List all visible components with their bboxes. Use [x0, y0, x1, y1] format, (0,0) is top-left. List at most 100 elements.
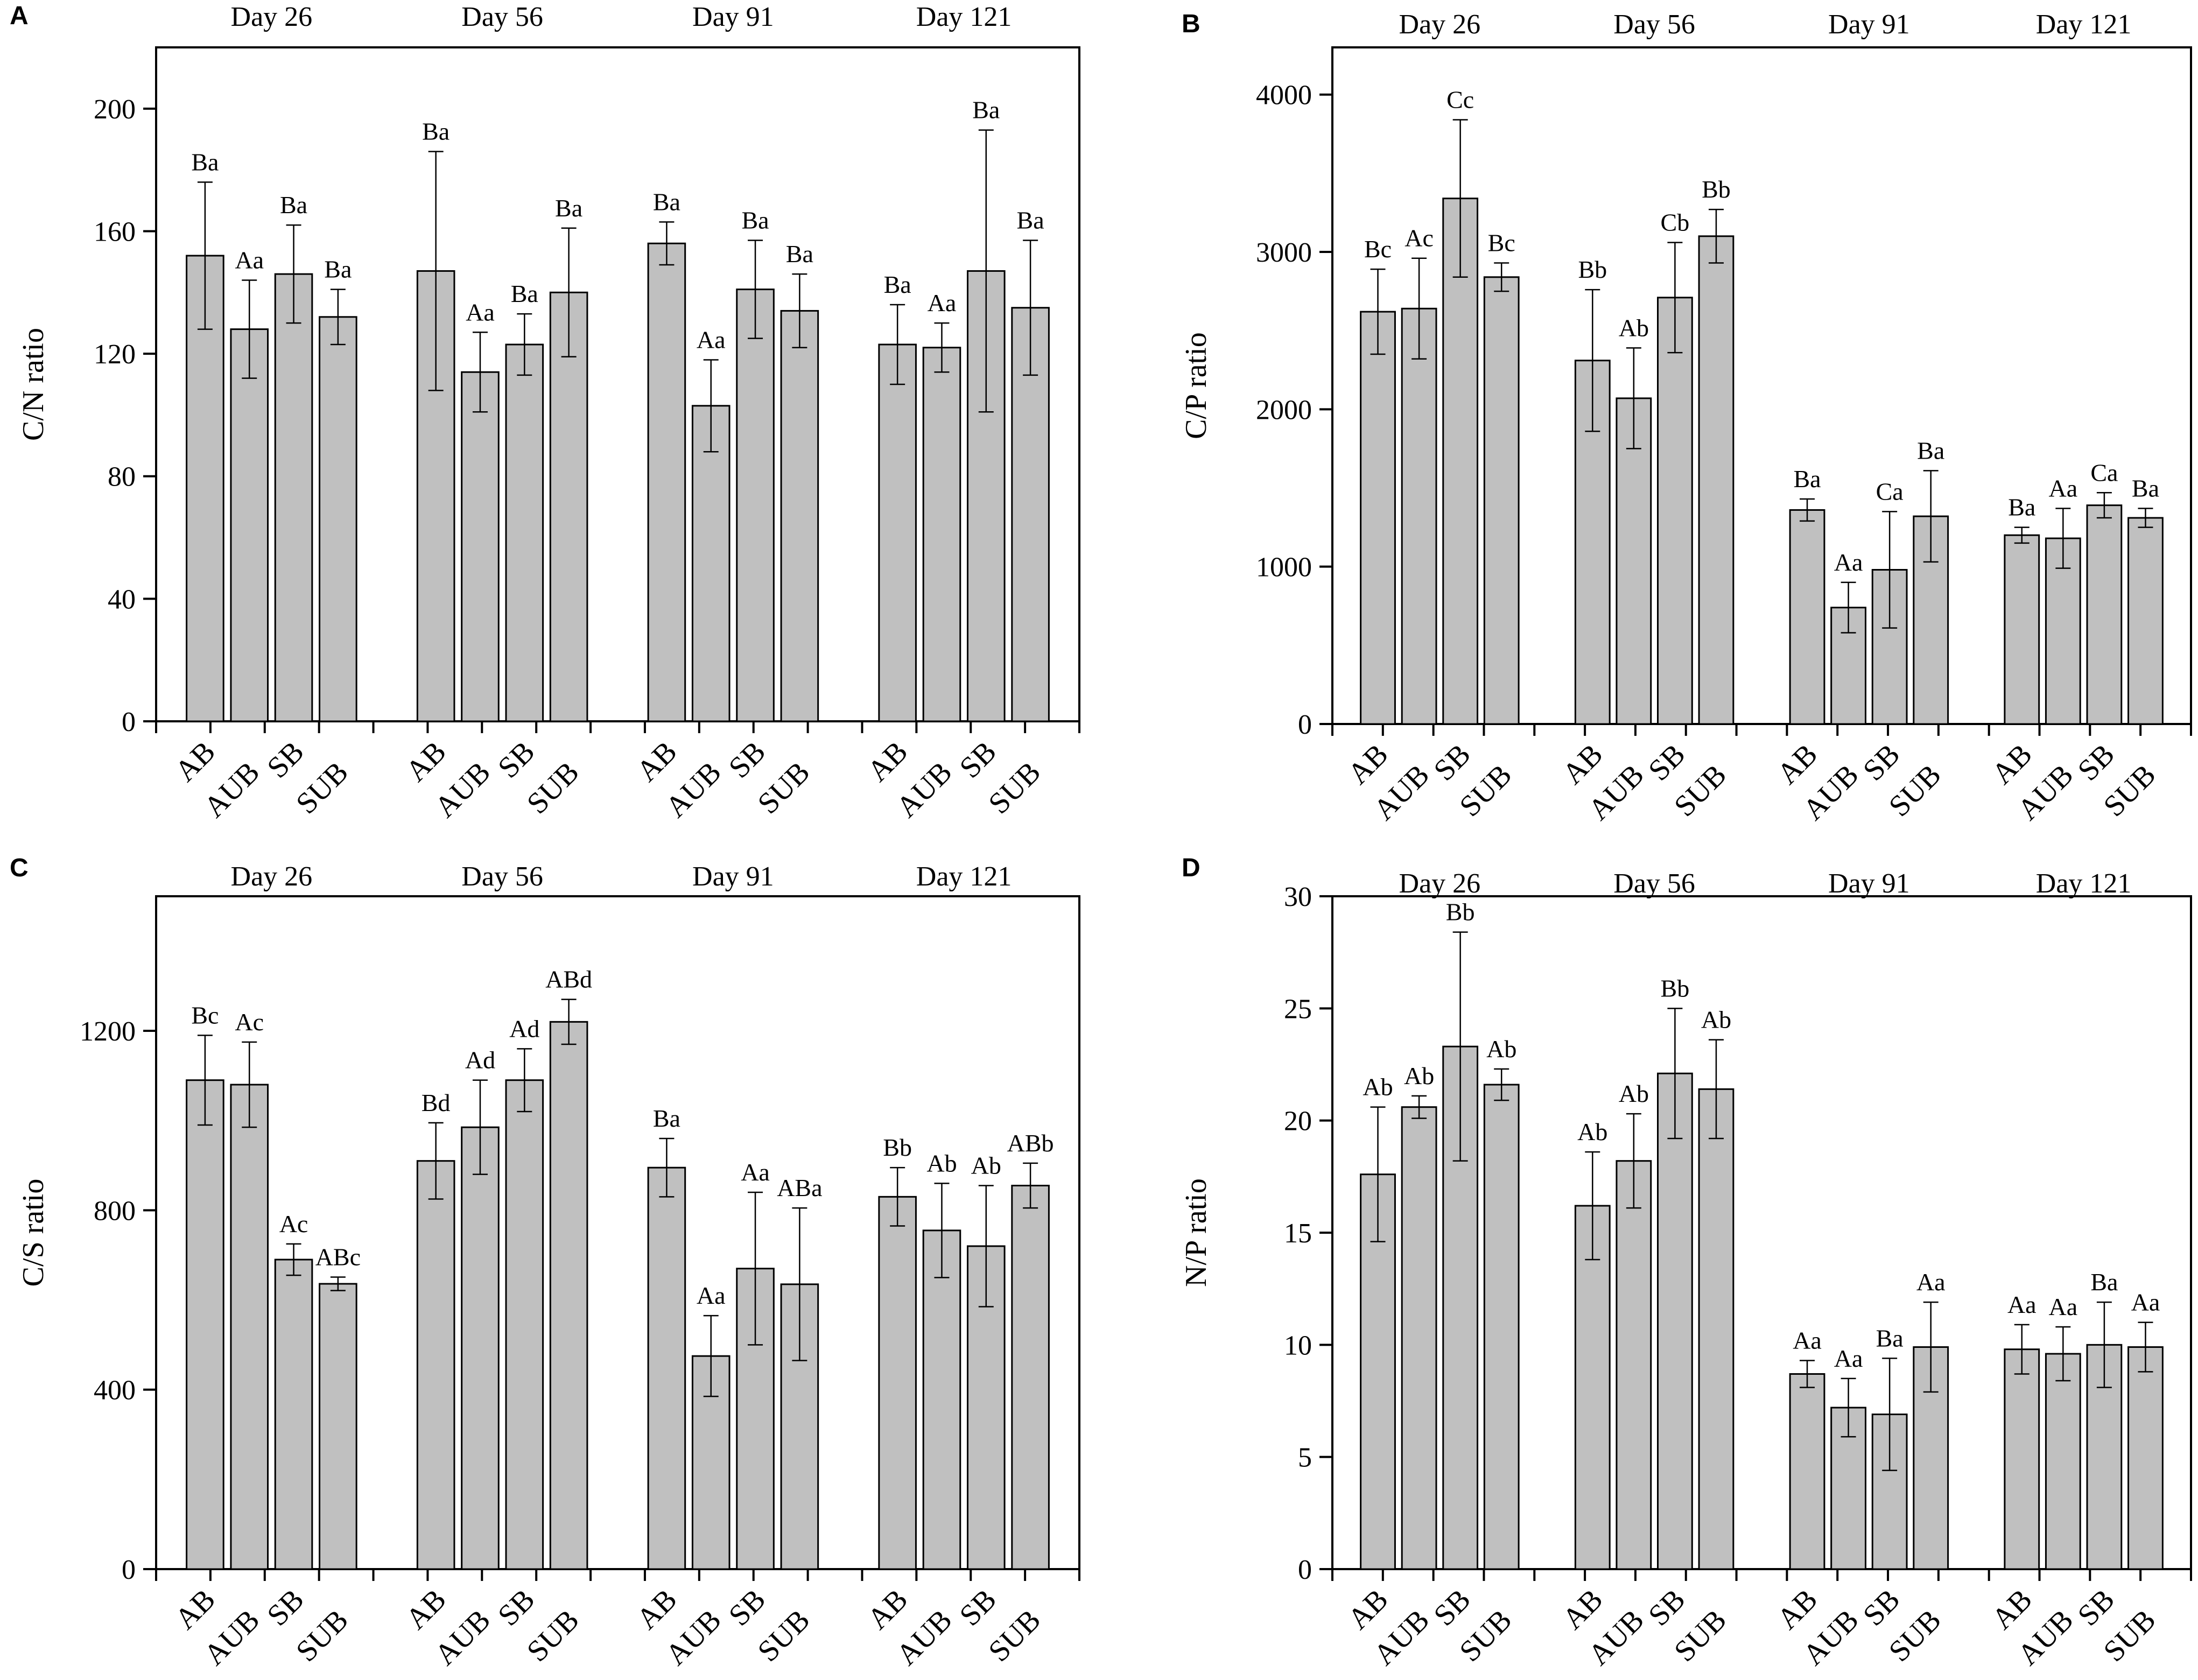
bar — [647, 1166, 686, 1570]
significance-label: Ab — [1619, 1080, 1649, 1107]
bar — [186, 255, 224, 722]
significance-label: Ba — [884, 271, 911, 298]
x-category-label: SB — [953, 1583, 1003, 1632]
bar — [647, 242, 686, 722]
significance-label: Ba — [2090, 1268, 2118, 1296]
significance-label: Ac — [235, 1008, 264, 1036]
bar — [1574, 1205, 1611, 1570]
significance-label: Aa — [697, 1282, 726, 1309]
bar — [1360, 311, 1396, 725]
group-label-day: Day 121 — [2036, 9, 2132, 40]
significance-label: Ab — [1363, 1073, 1393, 1101]
significance-label: Ba — [1793, 465, 1821, 493]
group-label-day: Day 121 — [2036, 868, 2132, 899]
y-tick-label: 800 — [94, 1196, 136, 1226]
x-category-label: AB — [399, 735, 453, 788]
x-category-label: AB — [1985, 737, 2039, 791]
bar — [1442, 198, 1479, 725]
bar — [780, 310, 819, 722]
group-label-day: Day 91 — [1828, 868, 1910, 899]
y-tick-label: 80 — [108, 462, 136, 493]
significance-label: Ac — [279, 1210, 308, 1238]
significance-label: Ba — [972, 96, 1000, 124]
y-tick-label: 5 — [1298, 1443, 1312, 1473]
y-axis-label: C/P ratio — [1179, 332, 1213, 439]
y-axis-label: C/N ratio — [17, 328, 50, 441]
group-label-day: Day 91 — [1828, 9, 1910, 40]
bar — [922, 347, 961, 722]
bar — [1616, 1160, 1652, 1570]
group-label-day: Day 121 — [916, 861, 1012, 892]
x-category-label: SB — [722, 735, 772, 784]
x-category-label: SB — [491, 1583, 541, 1632]
panel-b: B C/P ratio 0 1000 2000 3000 4000 Day 26 Bc AB Ac A… — [1179, 9, 2192, 827]
plot-frame — [155, 46, 1080, 722]
bar — [1401, 307, 1437, 725]
x-category-label: AB — [1556, 737, 1610, 791]
x-category-label: AB — [168, 735, 222, 788]
panel-letter: B — [1182, 10, 1200, 38]
panel-letter: D — [1182, 854, 1200, 882]
x-category-label: SB — [261, 735, 310, 784]
bar — [1698, 235, 1734, 725]
y-tick-label: 0 — [122, 1555, 136, 1585]
significance-label: Bb — [1446, 898, 1475, 926]
x-category-label: AB — [1342, 1583, 1395, 1636]
significance-label: Aa — [466, 298, 495, 326]
bar — [878, 343, 917, 722]
significance-label: Ad — [465, 1046, 495, 1074]
group-label-day: Day 26 — [231, 2, 313, 32]
bar — [2127, 1346, 2164, 1570]
bar — [1483, 276, 1520, 725]
y-tick-label: 200 — [94, 94, 136, 125]
significance-label: Ba — [280, 191, 307, 219]
y-axis-label: N/P ratio — [1179, 1178, 1213, 1287]
significance-label: ABb — [1007, 1129, 1054, 1157]
significance-label: Aa — [1834, 1345, 1863, 1372]
x-category-label: AB — [399, 1583, 453, 1636]
significance-label: Bb — [1578, 256, 1607, 283]
x-category-label: AB — [630, 735, 684, 788]
significance-label: Bc — [1364, 235, 1392, 263]
significance-label: Ba — [741, 207, 769, 234]
bar — [2127, 517, 2164, 725]
x-category-label: SB — [1428, 1583, 1477, 1632]
x-category-label: AB — [1342, 737, 1395, 791]
significance-label: Bc — [1488, 229, 1515, 256]
group-label-day: Day 26 — [1399, 868, 1481, 899]
significance-label: Ba — [511, 280, 538, 307]
x-category-label: AB — [1771, 1583, 1824, 1636]
bar — [274, 1259, 313, 1570]
significance-label: Ad — [509, 1015, 539, 1042]
y-tick-label: 0 — [1298, 709, 1312, 740]
group-label-day: Day 91 — [692, 861, 774, 892]
x-category-label: SB — [2071, 737, 2121, 787]
y-tick-label: 0 — [122, 707, 136, 737]
x-category-label: SB — [1857, 1583, 1906, 1632]
significance-label: Ca — [2090, 459, 2118, 486]
bar — [230, 1084, 269, 1570]
y-tick-label: 30 — [1284, 882, 1312, 912]
significance-label: Bb — [1702, 175, 1731, 203]
significance-label: Ba — [191, 148, 219, 175]
significance-label: Ab — [971, 1152, 1001, 1179]
y-tick-label: 40 — [108, 584, 136, 615]
y-tick-label: 15 — [1284, 1218, 1312, 1249]
significance-label: Ab — [1619, 314, 1649, 341]
bar — [2045, 1353, 2081, 1570]
bar — [1657, 1072, 1693, 1570]
y-tick-label: 2000 — [1256, 395, 1312, 425]
bar — [505, 1079, 544, 1570]
significance-label: Cc — [1446, 86, 1474, 113]
bar — [1698, 1088, 1734, 1570]
y-tick-label: 25 — [1284, 994, 1312, 1024]
bar — [691, 405, 731, 722]
significance-label: Ba — [786, 240, 813, 268]
significance-label: Aa — [741, 1158, 770, 1186]
y-tick-label: 20 — [1284, 1106, 1312, 1137]
bar — [922, 1229, 961, 1570]
y-tick-label: 400 — [94, 1375, 136, 1406]
